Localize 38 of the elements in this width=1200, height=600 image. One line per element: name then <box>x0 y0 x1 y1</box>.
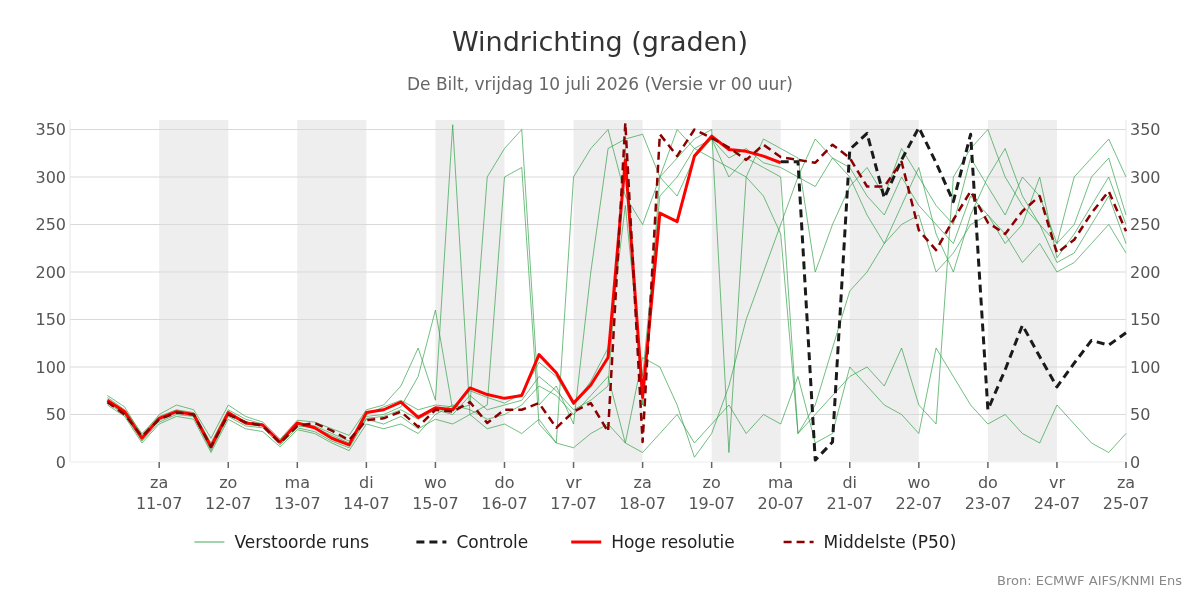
y2-tick-label: 200 <box>1130 262 1161 282</box>
x-tick-label: ma 20-07 <box>757 473 804 513</box>
x-tick-label: za 25-07 <box>1102 473 1150 513</box>
x-tick-label: zo 12-07 <box>205 473 252 513</box>
x-tick-label: vr 24-07 <box>1033 473 1081 513</box>
y-tick-label: 150 <box>35 310 66 330</box>
x-tick-label: wo 15-07 <box>412 473 459 513</box>
legend-label: Controle <box>456 531 529 552</box>
x-tick-label: za 11-07 <box>135 473 183 513</box>
chart-title: Windrichting (graden) <box>451 26 749 57</box>
y-tick-label: 200 <box>35 262 66 282</box>
x-tick-label: wo 22-07 <box>895 473 943 513</box>
x-tick-label: di 21-07 <box>826 473 874 513</box>
y-tick-label: 250 <box>35 215 66 235</box>
x-tick-label: do 16-07 <box>481 473 528 513</box>
y2-tick-label: 350 <box>1130 120 1161 140</box>
legend-label: Verstoorde runs <box>234 531 370 552</box>
chart-subtitle: De Bilt, vrijdag 10 juli 2026 (Versie vr 00 uur) <box>407 74 793 94</box>
x-tick-label: ma 13-07 <box>274 473 321 513</box>
y2-tick-label: 150 <box>1130 310 1161 330</box>
y2-tick-label: 300 <box>1130 167 1161 187</box>
y2-tick-label: 250 <box>1130 215 1161 235</box>
y-tick-label: 350 <box>35 120 66 140</box>
legend-label: Middelste (P50) <box>823 531 957 552</box>
legend-label: Hoge resolutie <box>611 531 735 552</box>
x-tick-label: do 23-07 <box>964 473 1012 513</box>
y2-tick-label: 0 <box>1130 452 1141 472</box>
y2-tick-label: 100 <box>1130 357 1161 377</box>
y-tick-label: 50 <box>45 405 66 425</box>
x-tick-label: vr 17-07 <box>550 473 597 513</box>
y-tick-label: 0 <box>55 452 66 472</box>
y-tick-label: 300 <box>35 167 66 187</box>
text: Bron: ECMWF AIFS/KNMI Ens <box>997 573 1183 588</box>
y-tick-label: 100 <box>35 357 66 377</box>
y2-tick-label: 50 <box>1130 405 1151 425</box>
x-tick-label: zo 19-07 <box>688 473 735 513</box>
x-tick-label: di 14-07 <box>343 473 390 513</box>
x-tick-label: za 18-07 <box>619 473 666 513</box>
